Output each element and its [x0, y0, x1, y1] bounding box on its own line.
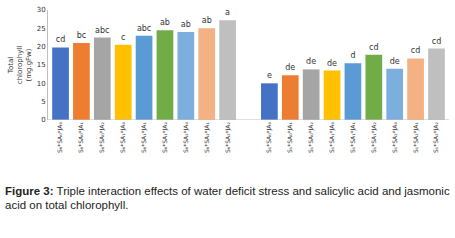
svg-text:S₁*SA₂*JA₁: S₁*SA₂*JA₁	[412, 122, 420, 153]
svg-text:a: a	[225, 8, 230, 17]
svg-text:S₁*SA₀*JA₀: S₁*SA₀*JA₀	[265, 122, 273, 153]
svg-text:de: de	[390, 57, 400, 66]
svg-text:S₀*SA₀*JA₁: S₀*SA₀*JA₁	[77, 122, 85, 153]
svg-text:S₁*SA₁*JA₂: S₁*SA₁*JA₂	[370, 122, 378, 153]
svg-text:abc: abc	[137, 24, 151, 33]
svg-text:S₁*SA₁*JA₁: S₁*SA₁*JA₁	[349, 122, 357, 153]
svg-text:S₀*SA₂*JA₂: S₀*SA₂*JA₂	[224, 122, 232, 153]
svg-text:d: d	[350, 51, 355, 60]
svg-text:15: 15	[37, 61, 46, 69]
svg-text:de: de	[285, 63, 295, 72]
svg-text:c: c	[121, 33, 125, 42]
html-text:Figure 3: Triple interaction e: Figure 3: Triple interaction effects of …	[5, 185, 450, 211]
svg-text:S₁*SA₀*JA₁: S₁*SA₀*JA₁	[286, 122, 294, 153]
svg-text:S₀*SA₁*JA₂: S₀*SA₁*JA₂	[161, 122, 169, 153]
svg-text:cd: cd	[411, 46, 420, 55]
svg-text:bc: bc	[77, 31, 86, 40]
svg-text:20: 20	[37, 43, 46, 51]
svg-text:cd: cd	[369, 43, 378, 52]
svg-text:ab: ab	[160, 18, 170, 27]
svg-text:S₀*SA₀*JA₂: S₀*SA₀*JA₂	[98, 122, 106, 153]
svg-text:10: 10	[37, 80, 46, 88]
svg-text:e: e	[267, 71, 272, 80]
svg-text:ab: ab	[181, 20, 191, 29]
svg-text:S₁*SA₂*JA₂: S₁*SA₂*JA₂	[432, 122, 440, 153]
svg-text:ab: ab	[202, 16, 212, 25]
svg-text:S₀*SA₁*JA₁: S₀*SA₁*JA₁	[140, 122, 148, 153]
svg-text:S₀*SA₀*JA₀: S₀*SA₀*JA₀	[56, 122, 64, 153]
svg-text:S₁*SA₀*JA₂: S₁*SA₀*JA₂	[307, 122, 315, 153]
svg-text:de: de	[306, 57, 316, 66]
svg-text:S₀*SA₁*JA₀: S₀*SA₁*JA₀	[119, 122, 127, 153]
svg-text:Totalchlorophyll(mg.gFw): Totalchlorophyll(mg.gFw)	[7, 46, 33, 84]
svg-text:abc: abc	[95, 26, 109, 35]
svg-text:S₀*SA₂*JA₀: S₀*SA₂*JA₀	[182, 122, 190, 153]
svg-text:25: 25	[37, 25, 46, 33]
svg-text:0: 0	[41, 116, 45, 124]
svg-text:S₁*SA₂*JA₀: S₁*SA₂*JA₀	[391, 122, 399, 153]
svg-text:cd: cd	[56, 35, 65, 44]
svg-text:5: 5	[41, 98, 45, 106]
svg-text:30: 30	[37, 6, 46, 14]
svg-text:S₀*SA₂*JA₁: S₀*SA₂*JA₁	[203, 122, 211, 153]
svg-text:de: de	[327, 59, 337, 68]
svg-text:cd: cd	[432, 37, 441, 46]
svg-text:S₁*SA₁*JA₀: S₁*SA₁*JA₀	[328, 122, 336, 153]
